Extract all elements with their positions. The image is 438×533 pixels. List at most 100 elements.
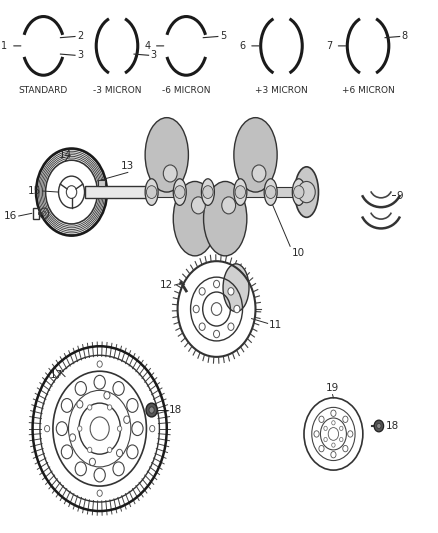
- Text: 13: 13: [121, 161, 134, 171]
- Circle shape: [88, 405, 92, 410]
- Circle shape: [324, 426, 327, 431]
- Ellipse shape: [234, 179, 247, 205]
- Circle shape: [331, 410, 336, 416]
- Ellipse shape: [234, 118, 277, 192]
- Text: 10: 10: [292, 248, 305, 258]
- Text: 1: 1: [1, 41, 7, 51]
- Text: 8: 8: [402, 31, 408, 42]
- Ellipse shape: [292, 179, 305, 205]
- Ellipse shape: [204, 181, 247, 256]
- Text: +6 MICRON: +6 MICRON: [342, 86, 395, 95]
- Text: 19: 19: [326, 383, 339, 393]
- Ellipse shape: [223, 264, 249, 312]
- Circle shape: [88, 447, 92, 453]
- Ellipse shape: [201, 179, 214, 205]
- Circle shape: [314, 431, 319, 437]
- Circle shape: [199, 288, 205, 295]
- Text: 2: 2: [77, 31, 83, 42]
- Circle shape: [45, 425, 49, 432]
- Circle shape: [213, 330, 219, 338]
- Circle shape: [222, 197, 236, 214]
- Ellipse shape: [145, 179, 158, 205]
- Text: 4: 4: [144, 41, 150, 51]
- Circle shape: [107, 447, 112, 453]
- Circle shape: [75, 382, 86, 395]
- Circle shape: [348, 431, 353, 437]
- Circle shape: [199, 323, 205, 330]
- Bar: [98, 180, 105, 186]
- Circle shape: [104, 392, 110, 399]
- Circle shape: [89, 458, 95, 466]
- Circle shape: [265, 185, 276, 198]
- Text: 11: 11: [268, 320, 282, 330]
- Text: 6: 6: [240, 41, 246, 51]
- Circle shape: [146, 403, 157, 417]
- Circle shape: [193, 305, 199, 313]
- Circle shape: [228, 288, 234, 295]
- Circle shape: [150, 425, 155, 432]
- Bar: [32, 208, 39, 219]
- Text: 18: 18: [386, 421, 399, 431]
- Circle shape: [127, 445, 138, 459]
- Circle shape: [78, 426, 82, 431]
- Circle shape: [70, 434, 76, 441]
- Circle shape: [235, 185, 246, 198]
- Text: STANDARD: STANDARD: [19, 86, 68, 95]
- Circle shape: [293, 185, 304, 198]
- Text: +3 MICRON: +3 MICRON: [255, 86, 308, 95]
- Circle shape: [339, 426, 343, 431]
- Circle shape: [117, 449, 123, 457]
- Circle shape: [175, 185, 185, 198]
- Circle shape: [234, 305, 240, 313]
- Circle shape: [124, 416, 130, 423]
- Text: 3: 3: [151, 50, 157, 60]
- Text: 18: 18: [169, 405, 182, 415]
- Circle shape: [77, 401, 83, 408]
- Circle shape: [127, 399, 138, 413]
- Circle shape: [213, 280, 219, 288]
- Circle shape: [228, 323, 234, 330]
- Ellipse shape: [173, 179, 186, 205]
- Text: 15: 15: [28, 186, 41, 196]
- Text: 12: 12: [160, 280, 173, 290]
- Circle shape: [97, 361, 102, 367]
- Ellipse shape: [295, 167, 318, 217]
- Circle shape: [377, 423, 381, 429]
- Circle shape: [146, 185, 157, 198]
- Circle shape: [94, 468, 105, 482]
- Circle shape: [252, 165, 266, 182]
- Circle shape: [332, 421, 335, 425]
- Circle shape: [75, 462, 86, 476]
- Ellipse shape: [173, 181, 216, 256]
- Circle shape: [298, 181, 315, 203]
- Circle shape: [319, 446, 324, 452]
- Circle shape: [331, 451, 336, 458]
- Circle shape: [319, 416, 324, 423]
- Text: 5: 5: [220, 31, 226, 42]
- Ellipse shape: [145, 118, 188, 192]
- Circle shape: [113, 382, 124, 395]
- Ellipse shape: [264, 179, 277, 205]
- Circle shape: [339, 438, 343, 442]
- Bar: [148, 188, 313, 197]
- Text: 7: 7: [326, 41, 332, 51]
- Circle shape: [203, 185, 213, 198]
- Circle shape: [343, 416, 348, 423]
- Circle shape: [343, 446, 348, 452]
- Circle shape: [117, 426, 122, 431]
- Text: 17: 17: [49, 370, 63, 381]
- Circle shape: [149, 407, 154, 413]
- Text: -6 MICRON: -6 MICRON: [162, 86, 211, 95]
- Circle shape: [107, 405, 112, 410]
- Circle shape: [113, 462, 124, 476]
- Circle shape: [61, 399, 73, 413]
- Circle shape: [61, 445, 73, 459]
- Text: 9: 9: [397, 191, 403, 201]
- Text: -3 MICRON: -3 MICRON: [93, 86, 141, 95]
- Circle shape: [191, 197, 205, 214]
- Text: 3: 3: [77, 50, 83, 60]
- Circle shape: [332, 443, 335, 447]
- Text: 16: 16: [4, 211, 18, 221]
- Circle shape: [94, 375, 105, 389]
- Text: 14: 14: [58, 150, 72, 160]
